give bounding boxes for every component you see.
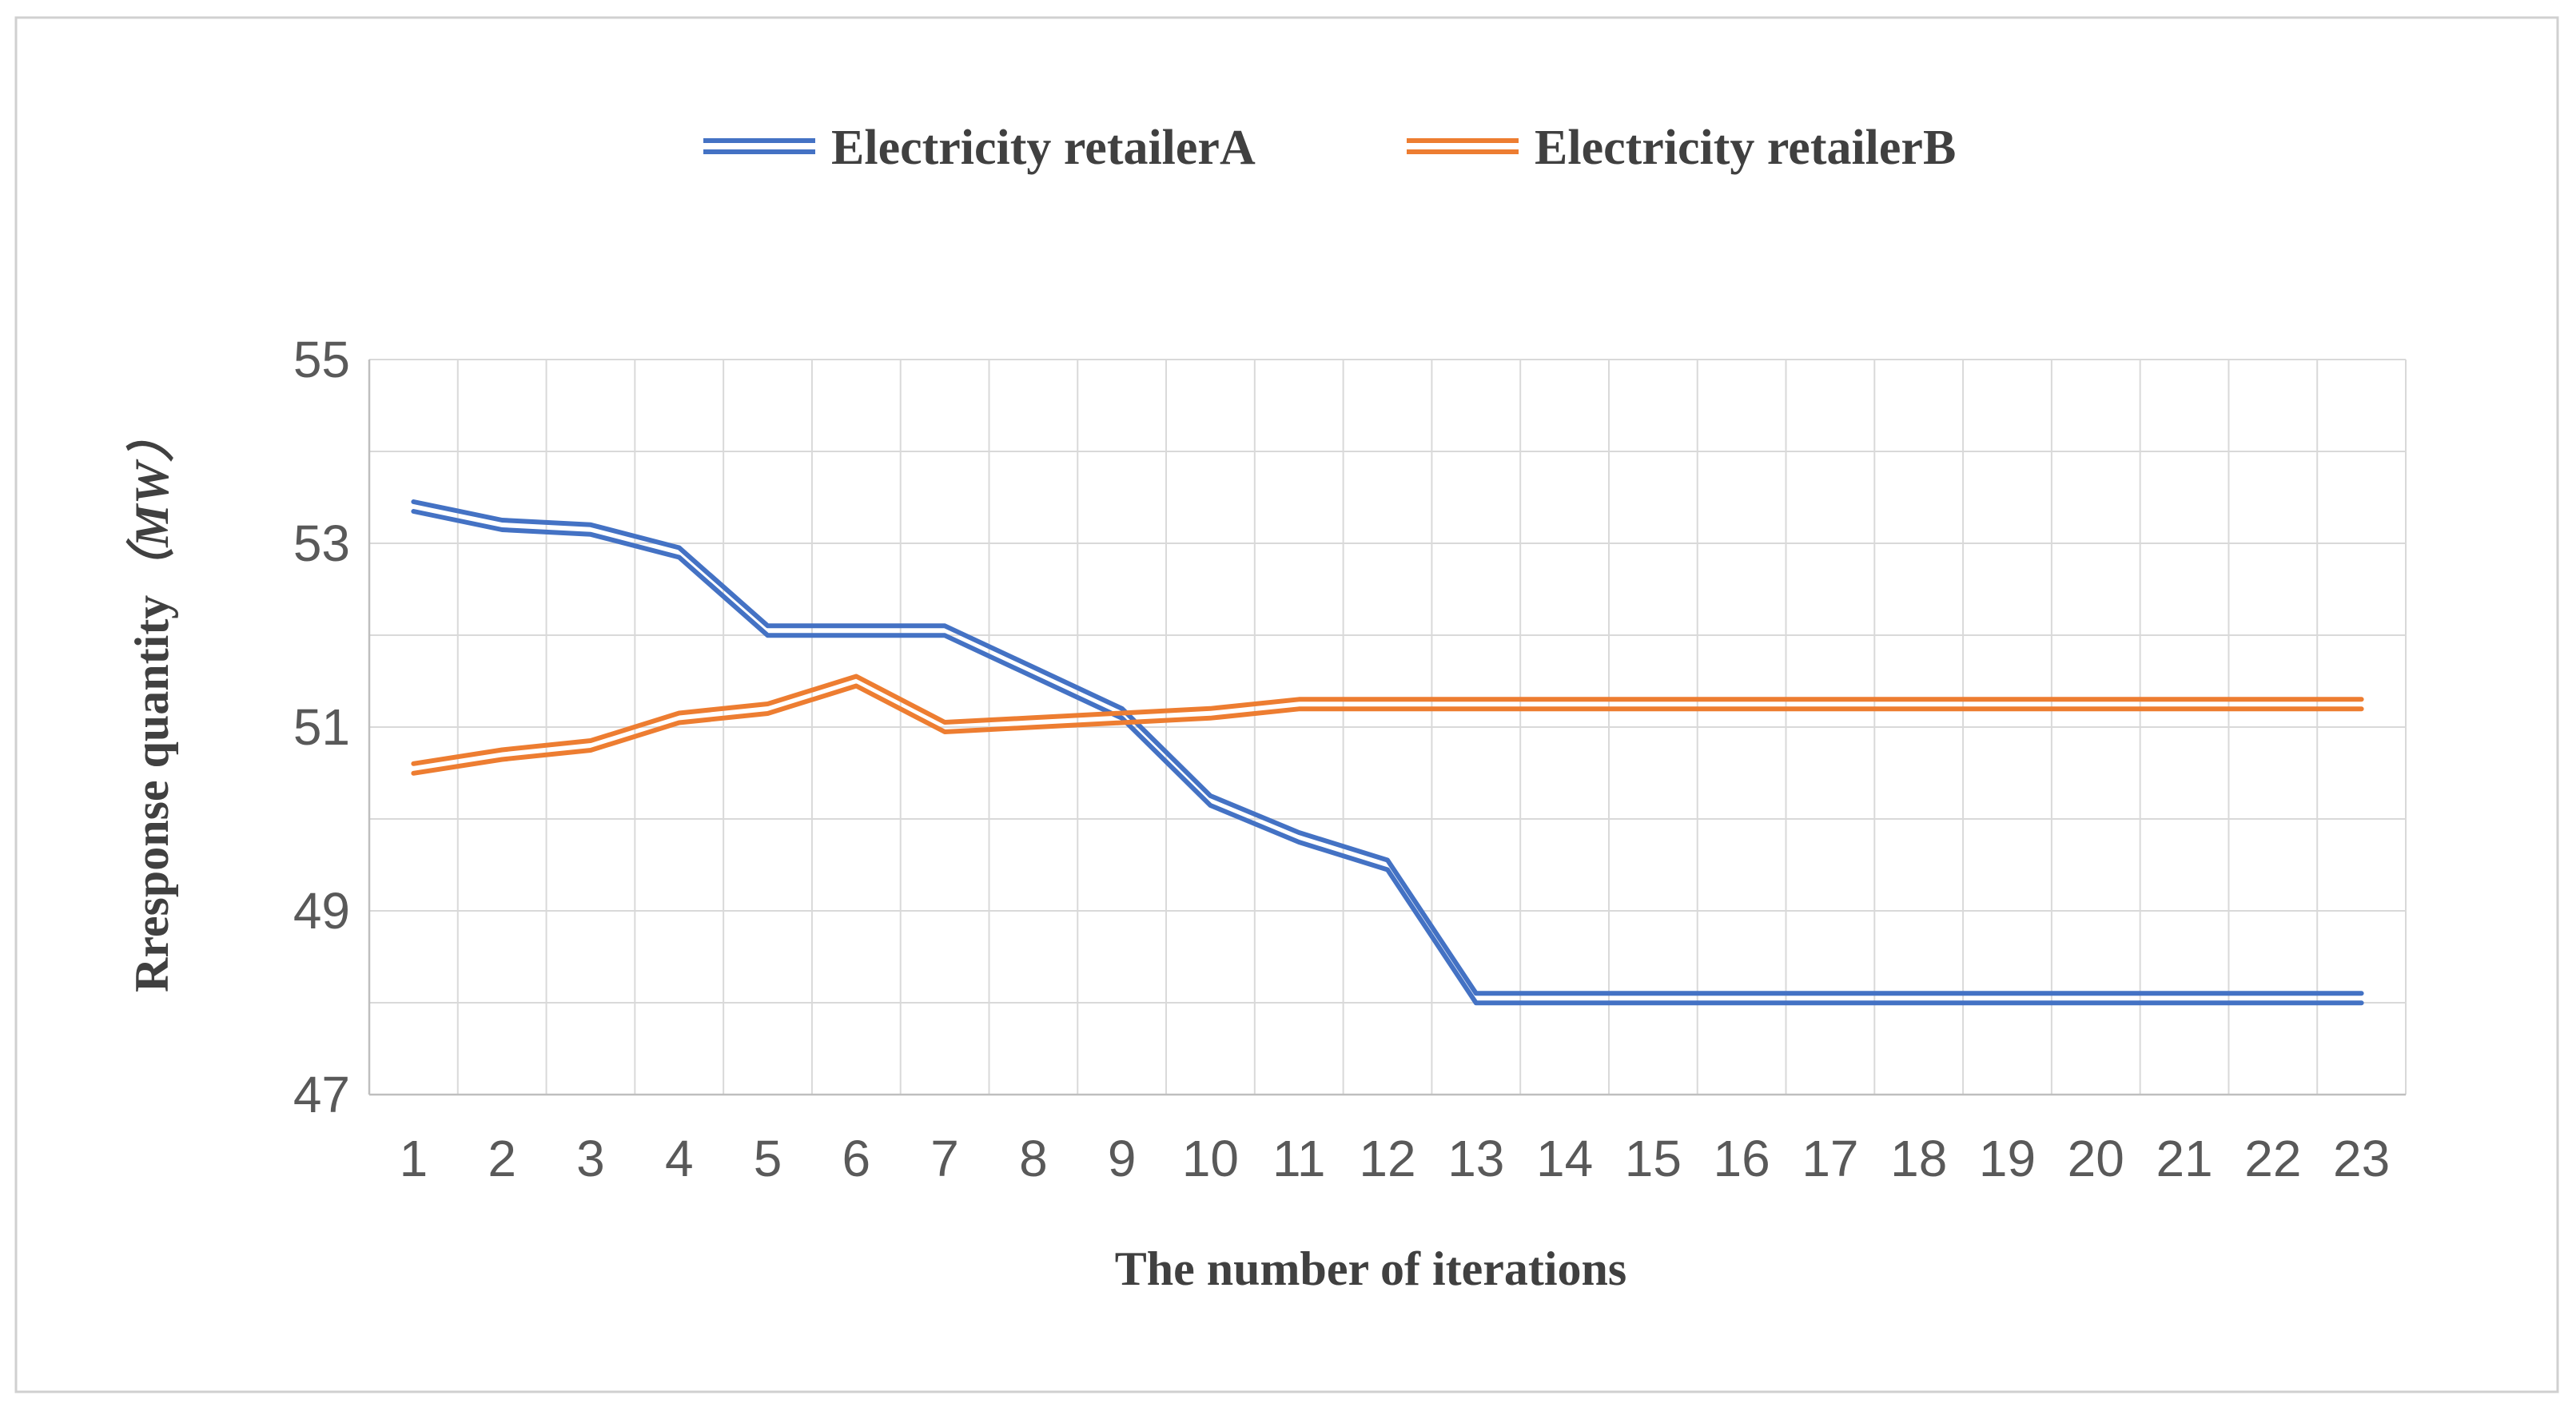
x-tick-label: 10 — [1182, 1130, 1239, 1187]
x-tick-label: 18 — [1890, 1130, 1947, 1187]
series-lines — [411, 499, 2364, 1006]
x-tick-label: 12 — [1359, 1130, 1415, 1187]
y-tick-label: 51 — [293, 698, 350, 756]
y-axis-title-text: Rresponse quantity — [125, 595, 178, 992]
y-axis-title-unit: （MW） — [125, 414, 178, 595]
legend-label-a: Electricity retailerA — [831, 121, 1256, 175]
x-tick-label: 5 — [754, 1130, 782, 1187]
y-axis-ticks: 55 53 51 49 47 — [293, 331, 350, 1123]
x-tick-label: 3 — [576, 1130, 605, 1187]
series-line-b-2 — [411, 683, 2364, 776]
y-tick-label: 55 — [293, 331, 350, 388]
grid — [368, 359, 2407, 1096]
y-tick-label: 53 — [293, 515, 350, 572]
y-tick-label: 47 — [293, 1066, 350, 1123]
x-tick-label: 21 — [2156, 1130, 2212, 1187]
x-tick-label: 8 — [1019, 1130, 1048, 1187]
x-tick-label: 23 — [2333, 1130, 2390, 1187]
x-tick-label: 11 — [1272, 1130, 1325, 1187]
x-axis-ticks: 1 2 3 4 5 6 7 8 9 10 11 12 13 14 15 16 17 18 19 20 21 22 23 — [400, 1130, 2391, 1187]
x-tick-label: 17 — [1802, 1130, 1858, 1187]
x-tick-label: 13 — [1447, 1130, 1504, 1187]
x-tick-label: 14 — [1536, 1130, 1593, 1187]
x-tick-label: 16 — [1714, 1130, 1770, 1187]
legend: Electricity retailerA Electricity retail… — [703, 121, 1956, 175]
legend-label-b: Electricity retailerB — [1535, 121, 1956, 175]
series-line-b-1 — [411, 674, 2364, 766]
x-tick-label: 15 — [1625, 1130, 1682, 1187]
x-tick-label: 4 — [665, 1130, 694, 1187]
x-tick-label: 20 — [2068, 1130, 2124, 1187]
x-tick-label: 9 — [1108, 1130, 1137, 1187]
x-tick-label: 19 — [1979, 1130, 2036, 1187]
legend-item-series-b: Electricity retailerB — [1407, 121, 1956, 175]
y-axis-title: Rresponse quantity（MW） — [125, 414, 178, 992]
y-tick-label: 49 — [293, 882, 350, 940]
chart-frame — [14, 16, 2559, 1393]
series-line-a-1 — [411, 499, 2364, 996]
x-axis-title: The number of iterations — [1115, 1242, 1627, 1295]
x-tick-label: 6 — [842, 1130, 871, 1187]
x-tick-label: 1 — [400, 1130, 428, 1187]
series-line-a-2 — [411, 509, 2364, 1006]
x-tick-label: 2 — [488, 1130, 516, 1187]
x-tick-label: 7 — [930, 1130, 959, 1187]
x-tick-label: 22 — [2244, 1130, 2301, 1187]
legend-item-series-a: Electricity retailerA — [703, 121, 1256, 175]
